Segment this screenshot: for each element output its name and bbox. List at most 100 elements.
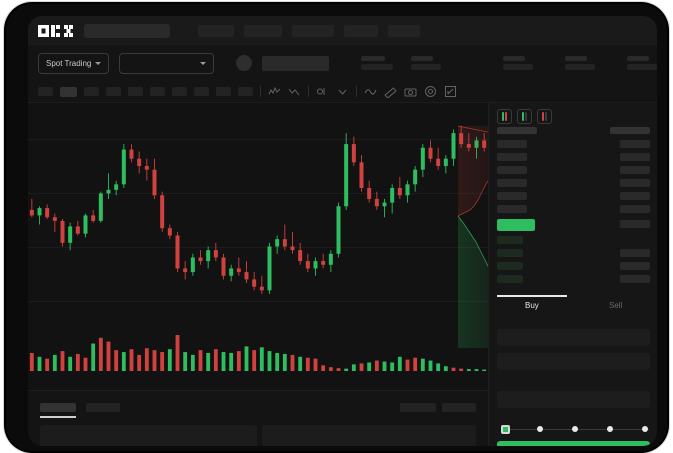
ruler-icon[interactable]	[384, 85, 397, 98]
order-book-and-form-panel: Buy Sell	[488, 103, 657, 446]
order-total-input[interactable]	[497, 391, 650, 408]
orderbook-both-icon[interactable]	[497, 109, 512, 124]
settings-icon[interactable]	[424, 85, 437, 98]
orderbook-ask-row[interactable]	[497, 192, 527, 200]
stat-value	[411, 64, 441, 70]
orderbook-ask-row[interactable]	[497, 153, 527, 161]
stat-24h-volume	[565, 56, 595, 70]
drawing-icon[interactable]	[316, 85, 329, 98]
line-chart-icon[interactable]	[364, 85, 377, 98]
toolbar-divider	[356, 86, 357, 97]
bottom-action-1[interactable]	[400, 403, 436, 412]
indicator-icon[interactable]	[268, 85, 281, 98]
orderbook-ask-row[interactable]	[497, 179, 527, 187]
amount-percent-slider[interactable]	[501, 425, 649, 434]
stat-value	[503, 64, 533, 70]
coin-avatar-icon	[236, 55, 252, 71]
nav-item-2[interactable]	[244, 24, 282, 37]
orderbook-bid-row[interactable]	[497, 249, 523, 257]
okx-logo-icon[interactable]	[38, 24, 74, 37]
gridline	[28, 301, 488, 302]
chart-toolbar	[28, 81, 657, 103]
orderbook-last-amount	[620, 220, 650, 228]
tab-order-history[interactable]	[86, 403, 120, 412]
timeframe-1h[interactable]	[128, 87, 143, 96]
market-type-label: Spot Trading	[46, 58, 92, 68]
timeframe-more[interactable]	[238, 87, 253, 96]
orderbook-bids-icon[interactable]	[517, 109, 532, 124]
slider-step-75[interactable]	[607, 426, 613, 432]
orderbook-ask-amount	[620, 205, 650, 213]
chevron-down-icon	[95, 61, 102, 65]
bottom-panel-left[interactable]	[40, 425, 257, 446]
orderbook-ask-amount	[620, 179, 650, 187]
chevron-down-icon	[200, 61, 207, 65]
timeframe-30m[interactable]	[106, 87, 121, 96]
stat-label	[627, 56, 649, 61]
slider-step-100[interactable]	[642, 426, 648, 432]
orderbook-ask-row[interactable]	[497, 205, 527, 213]
last-price-display	[261, 55, 329, 71]
orderbook-bid-row[interactable]	[497, 262, 523, 270]
timeframe-1mo[interactable]	[216, 87, 231, 96]
bottom-action-2[interactable]	[442, 403, 476, 412]
bottom-panel-right[interactable]	[262, 425, 476, 446]
timeframe-15m[interactable]	[84, 87, 99, 96]
compare-icon[interactable]	[288, 85, 301, 98]
slider-step-50[interactable]	[572, 426, 578, 432]
order-amount-input[interactable]	[497, 353, 650, 370]
tablet-bezel: Spot Trading	[6, 4, 667, 451]
nav-item-3[interactable]	[292, 24, 334, 37]
toolbar-divider	[260, 86, 261, 97]
orderbook-header-amount	[610, 127, 650, 134]
orderbook-ask-amount	[620, 166, 650, 174]
camera-icon[interactable]	[404, 85, 417, 98]
stat-value	[627, 64, 657, 70]
stat-value	[565, 64, 595, 70]
toolbar-divider	[308, 86, 309, 97]
tab-buy[interactable]: Buy	[525, 301, 539, 310]
nav-item-4[interactable]	[344, 24, 378, 37]
orderbook-bid-row[interactable]	[497, 275, 523, 283]
market-type-selector[interactable]: Spot Trading	[38, 52, 110, 74]
price-chart[interactable]	[28, 103, 488, 390]
search-input[interactable]	[84, 23, 170, 38]
orderbook-ask-row[interactable]	[497, 140, 527, 148]
order-price-input[interactable]	[497, 329, 650, 346]
stat-24h-change	[361, 56, 393, 70]
chevron-down-icon[interactable]	[336, 85, 349, 98]
orderbook-last-price	[497, 219, 535, 231]
orderbook-ask-row[interactable]	[497, 166, 527, 174]
timeframe-5m[interactable]	[60, 86, 77, 97]
tab-sell[interactable]: Sell	[609, 301, 623, 310]
orderbook-bid-row[interactable]	[497, 236, 523, 244]
orderbook-ask-amount	[620, 192, 650, 200]
orderbook-ask-amount	[620, 153, 650, 161]
trading-pair-selector[interactable]	[119, 52, 215, 74]
slider-handle[interactable]	[501, 425, 510, 434]
stat-label	[565, 56, 587, 61]
slider-step-25[interactable]	[537, 426, 543, 432]
timeframe-1m[interactable]	[38, 87, 53, 96]
tab-open-orders[interactable]	[40, 403, 76, 412]
timeframe-4h[interactable]	[150, 87, 165, 96]
submit-buy-button[interactable]	[497, 441, 650, 446]
orderbook-bid-amount	[620, 249, 650, 257]
stat-label	[503, 56, 525, 61]
timeframe-1d[interactable]	[172, 87, 187, 96]
market-sub-header: Spot Trading	[28, 45, 657, 81]
orderbook-asks-icon[interactable]	[537, 109, 552, 124]
timeframe-1w[interactable]	[194, 87, 209, 96]
nav-item-1[interactable]	[198, 24, 234, 37]
nav-item-5[interactable]	[388, 24, 420, 37]
stat-24h-turnover	[627, 56, 657, 70]
orderbook-bid-amount	[620, 262, 650, 270]
stat-24h-high	[411, 56, 441, 70]
active-tab-underline	[497, 295, 567, 297]
stat-label	[411, 56, 433, 61]
orders-panel	[28, 390, 488, 446]
orderbook-ask-amount	[620, 140, 650, 148]
fullscreen-icon[interactable]	[444, 85, 457, 98]
stat-24h-low	[503, 56, 533, 70]
